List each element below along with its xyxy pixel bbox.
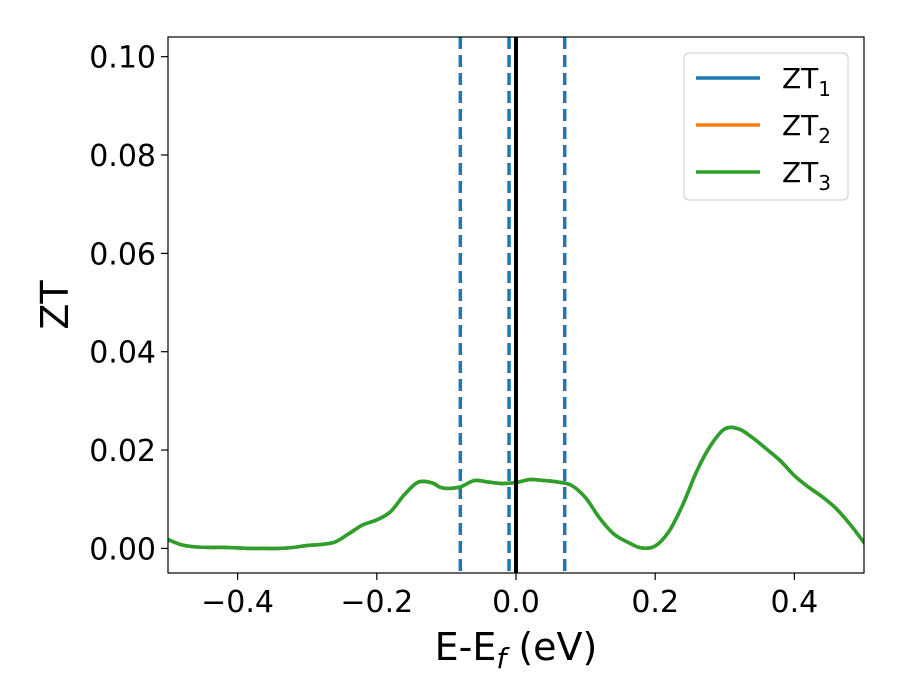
y-tick-label: 0.02 xyxy=(89,434,156,469)
y-tick-label: 0.00 xyxy=(89,532,156,567)
y-axis-label: ZT xyxy=(33,280,77,330)
y-tick-label: 0.10 xyxy=(89,41,156,76)
legend-label: ZT2 xyxy=(782,109,831,148)
legend-label: ZT3 xyxy=(782,156,831,195)
x-axis-label-base: E-E xyxy=(435,625,497,669)
y-tick-label: 0.04 xyxy=(89,336,156,371)
x-tick-label: 0.4 xyxy=(771,585,819,620)
x-axis-ticks: −0.4 −0.2 0.0 0.2 0.4 xyxy=(201,573,818,620)
x-tick-label: −0.2 xyxy=(340,585,413,620)
legend-box xyxy=(683,52,849,201)
x-tick-label: 0.2 xyxy=(631,585,679,620)
series-lines xyxy=(168,425,864,551)
y-tick-label: 0.08 xyxy=(89,139,156,174)
x-axis-label: E-Ef (eV) xyxy=(435,625,598,675)
legend-items: ZT1 ZT2 ZT3 xyxy=(696,62,831,195)
series-line-zt3 xyxy=(168,425,864,551)
legend: ZT1 ZT2 ZT3 xyxy=(683,52,849,201)
x-tick-label: 0.0 xyxy=(492,585,540,620)
y-tick-label: 0.06 xyxy=(89,237,156,272)
x-axis-label-suffix: (eV) xyxy=(506,625,597,669)
y-axis-ticks: 0.00 0.02 0.04 0.06 0.08 0.10 xyxy=(89,41,168,567)
x-tick-label: −0.4 xyxy=(201,585,274,620)
legend-label: ZT1 xyxy=(782,62,831,101)
